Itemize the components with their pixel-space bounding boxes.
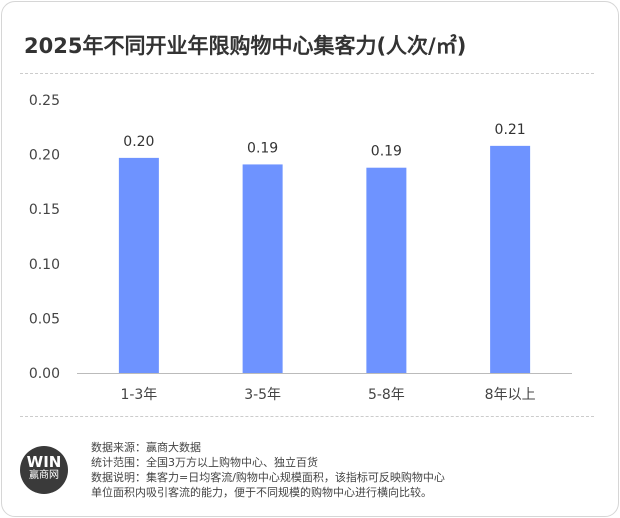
y-tick-label: 0.20: [29, 148, 60, 164]
y-tick-label: 0.15: [29, 202, 60, 218]
footnote-scope: 统计范围：全国3万方以上购物中心、独立百货: [91, 456, 318, 469]
bar: [242, 164, 283, 373]
divider: [20, 73, 594, 74]
footnote-source: 数据来源：赢商大数据: [91, 441, 201, 454]
footnote-desc: 数据说明：集客力=日均客流/购物中心规模面积，该指标可反映购物中心: [91, 471, 445, 484]
footnote-desc-cont: 单位面积内吸引客流的能力，便于不同规模的购物中心进行横向比较。: [91, 486, 432, 499]
data-label: 0.20: [123, 134, 154, 150]
divider: [20, 416, 594, 417]
logo-text: 赢商网: [29, 470, 59, 481]
x-tick-label: 3-5年: [244, 387, 281, 403]
y-tick-label: 0.10: [29, 257, 60, 273]
x-tick-label: 1-3年: [120, 387, 157, 403]
data-label: 0.21: [495, 122, 526, 138]
chart-title: 2025年不同开业年限购物中心集客力(人次/㎡): [24, 34, 467, 58]
x-tick-label: 5-8年: [368, 387, 405, 403]
y-tick-label: 0.25: [29, 93, 60, 109]
y-tick-label: 0.00: [29, 366, 60, 382]
bar: [490, 145, 531, 373]
winshang-logo: WIN 赢商网: [20, 446, 68, 494]
x-tick-label: 8年以上: [485, 387, 536, 403]
bar-chart: 0.00 0.05 0.10 0.15 0.20 0.25 0.20 1-3年 0.19 3-5年…: [29, 93, 572, 403]
data-label: 0.19: [247, 140, 278, 156]
footnotes: 数据来源：赢商大数据 统计范围：全国3万方以上购物中心、独立百货 数据说明：集客…: [91, 440, 445, 500]
logo-mark: WIN: [26, 453, 62, 471]
bar: [118, 157, 159, 373]
y-tick-label: 0.05: [29, 311, 60, 327]
bar: [366, 167, 407, 373]
data-label: 0.19: [371, 144, 402, 160]
